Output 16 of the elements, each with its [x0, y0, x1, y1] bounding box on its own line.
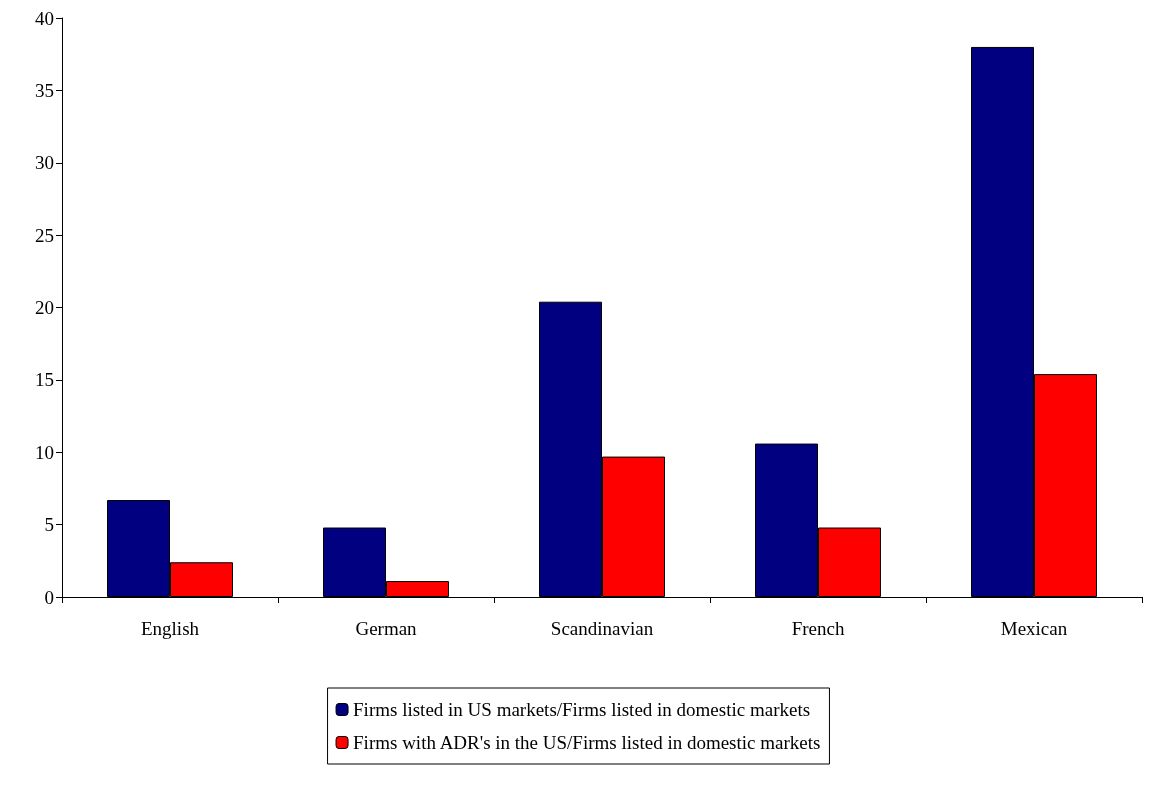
legend-label: Firms listed in US markets/Firms listed in domestic markets	[353, 699, 811, 720]
y-tick-label: 0	[44, 586, 54, 608]
x-tick-label: German	[355, 618, 418, 639]
y-tick-label: 35	[35, 79, 54, 101]
x-tick-label: Mexican	[1000, 618, 1068, 639]
x-tick-label: English	[140, 618, 200, 639]
y-tick-label: 25	[35, 224, 54, 246]
y-tick-label: 5	[44, 514, 54, 536]
y-tick-label: 30	[35, 152, 54, 174]
y-tick-label: 40	[35, 7, 54, 29]
x-tick-label: Scandinavian	[550, 618, 654, 639]
y-tick-label: 15	[35, 369, 54, 391]
legend-label: Firms with ADR's in the US/Firms listed in domestic markets	[353, 732, 821, 753]
y-tick-label: 10	[35, 441, 54, 463]
x-tick-label: French	[791, 618, 845, 639]
y-tick-label: 20	[35, 297, 54, 318]
